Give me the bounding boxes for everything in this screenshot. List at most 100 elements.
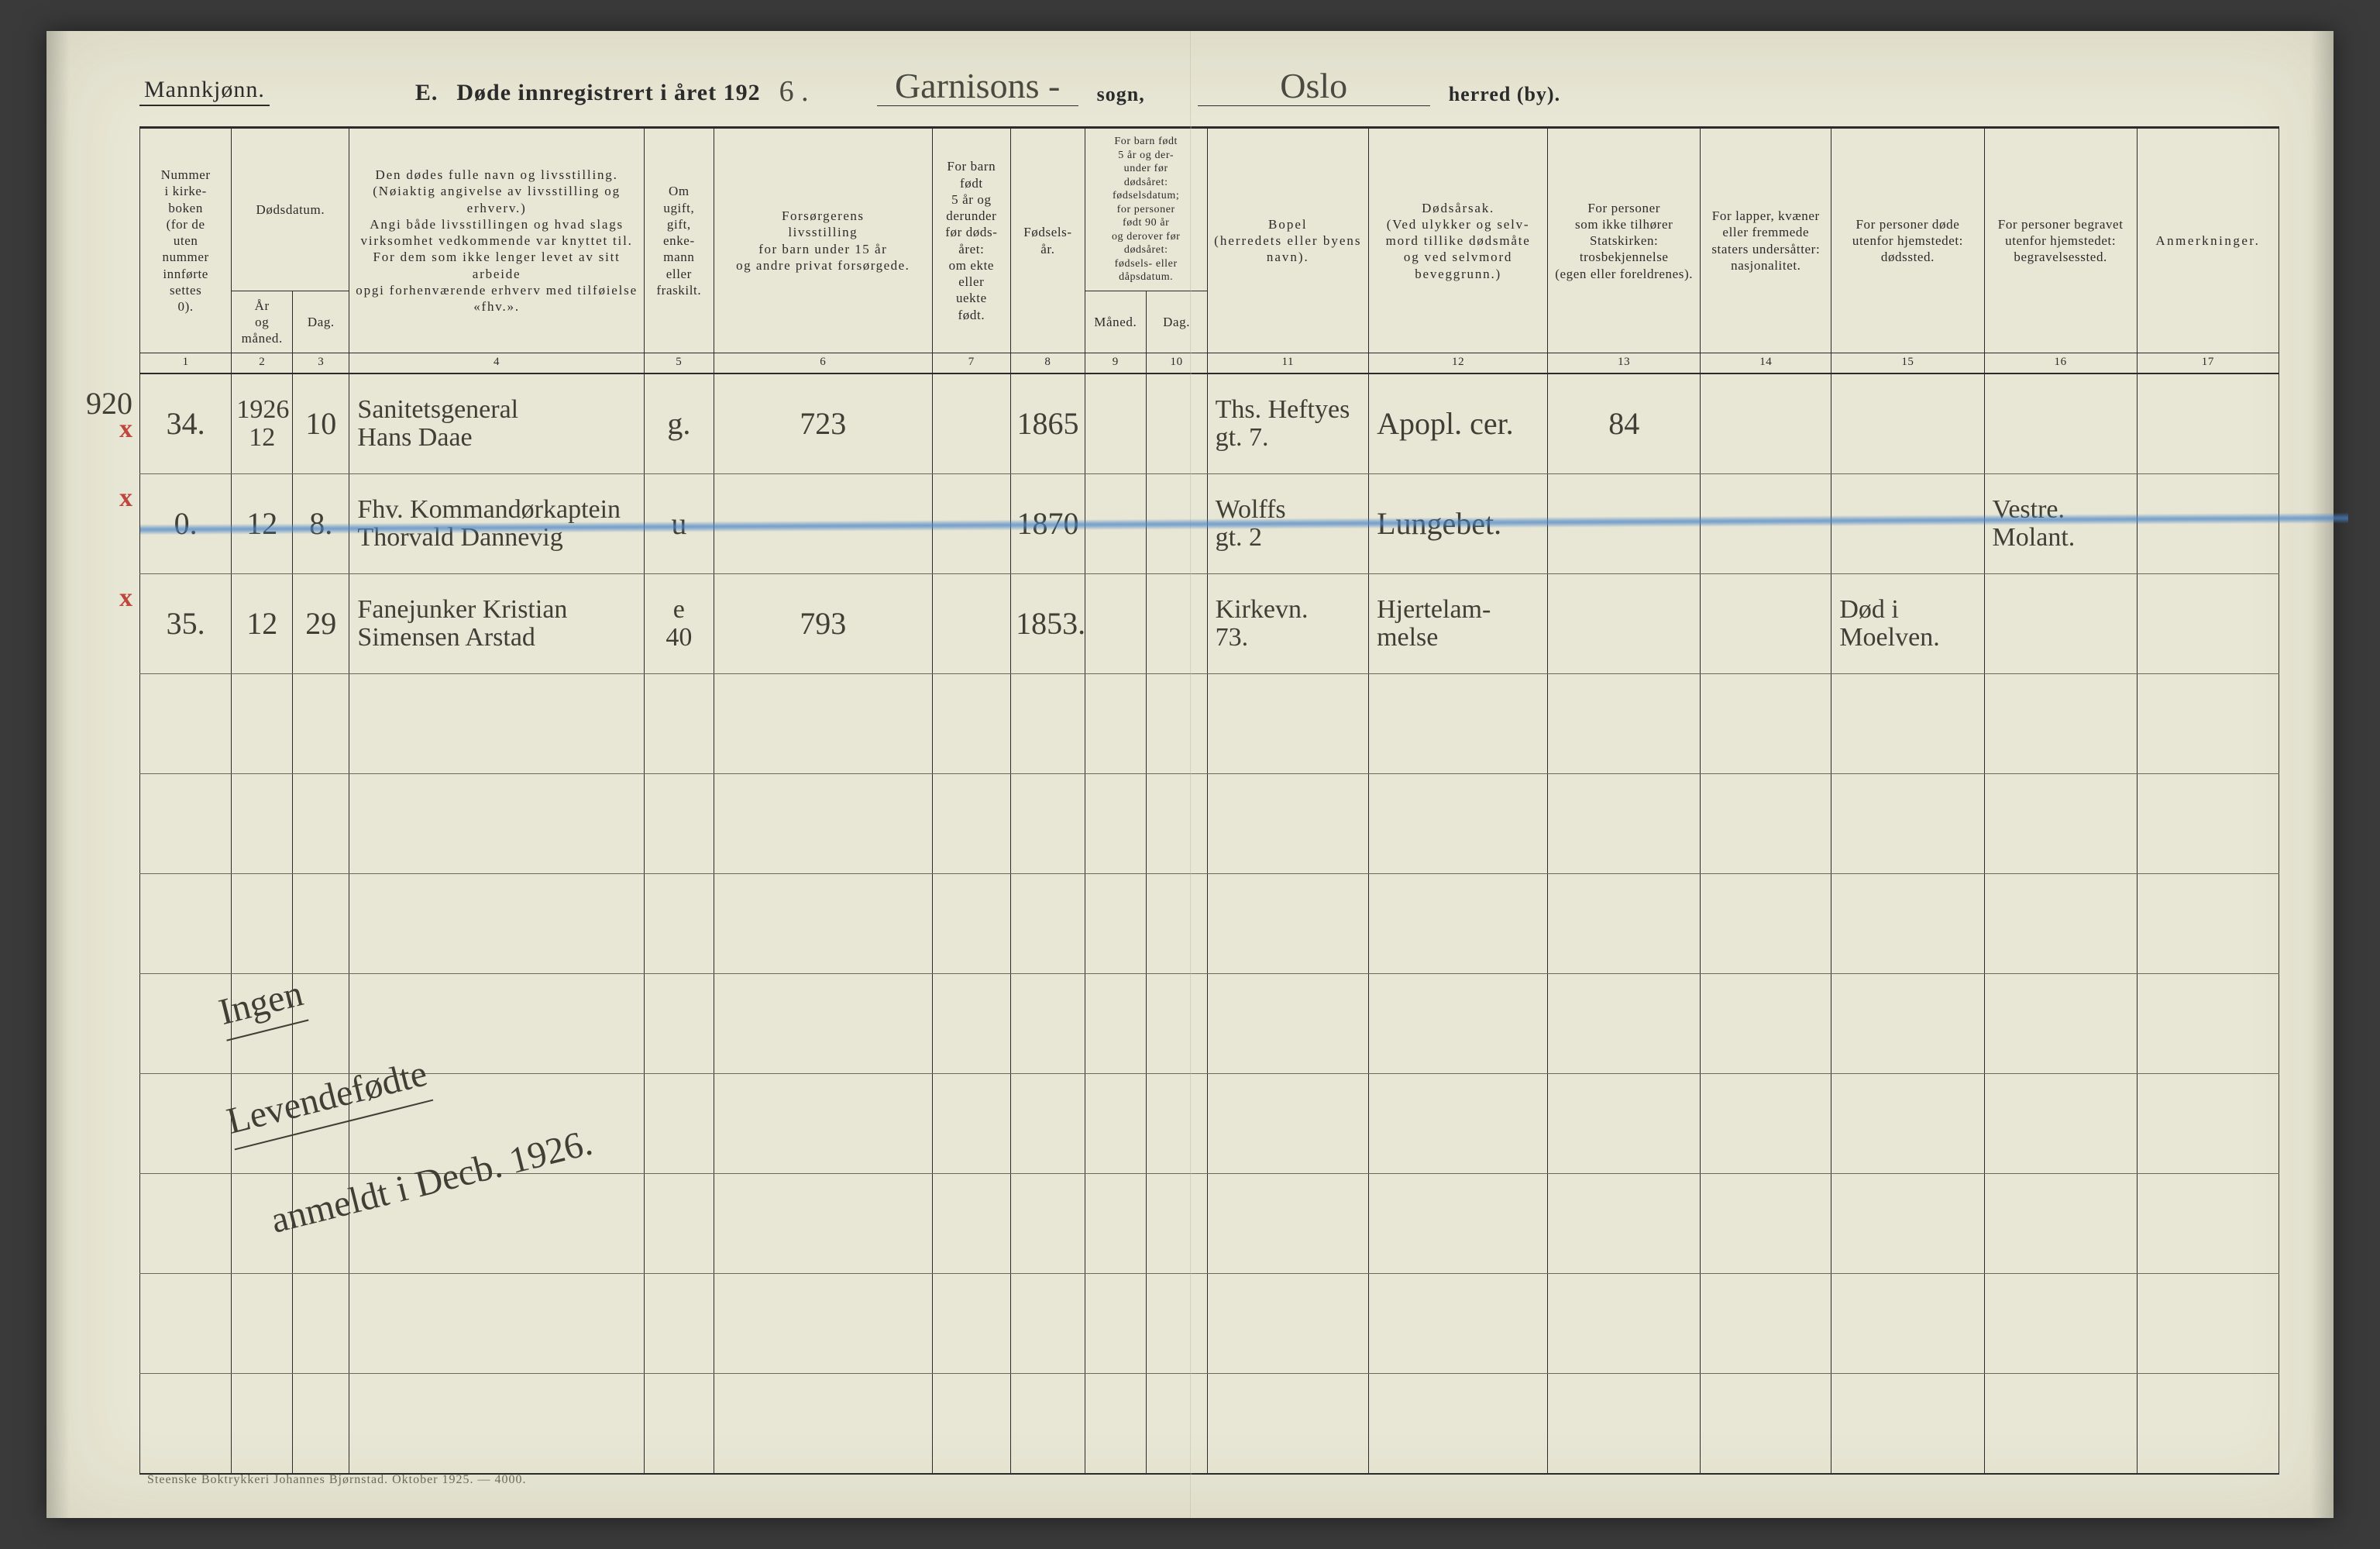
table-cell: Kirkevn. 73. xyxy=(1207,574,1368,674)
table-cell: 34.920x xyxy=(140,373,232,474)
col-num: 1 xyxy=(140,353,232,373)
table-cell xyxy=(2137,1074,2279,1174)
col-header: Dødsårsak. (Ved ulykker og selv- mord ti… xyxy=(1369,128,1548,353)
table-cell xyxy=(2137,1374,2279,1475)
table-cell xyxy=(1207,674,1368,774)
table-cell: g. xyxy=(644,373,714,474)
table-row xyxy=(140,674,2279,774)
table-cell xyxy=(1146,373,1207,474)
col-header: Dødsdatum. xyxy=(232,128,349,291)
herred-label: herred (by). xyxy=(1449,83,1560,106)
table-cell: u xyxy=(644,474,714,574)
table-cell xyxy=(2137,774,2279,874)
table-cell xyxy=(1011,974,1085,1074)
table-cell xyxy=(1146,1274,1207,1374)
table-cell xyxy=(714,1174,932,1274)
table-cell xyxy=(1831,974,1984,1074)
col-num: 8 xyxy=(1011,353,1085,373)
margin-mark: x xyxy=(86,588,132,611)
table-cell xyxy=(349,1374,644,1475)
table-cell xyxy=(1831,874,1984,974)
table-cell xyxy=(1207,1174,1368,1274)
parish-hand: Garnisons - xyxy=(895,68,1060,104)
table-cell xyxy=(1548,774,1701,874)
col-header: Fødsels- år. xyxy=(1011,128,1085,353)
table-cell xyxy=(1369,1274,1548,1374)
table-cell xyxy=(644,974,714,1074)
table-cell xyxy=(1548,574,1701,674)
table-cell xyxy=(1984,574,2137,674)
table-cell xyxy=(1548,974,1701,1074)
col-num: 7 xyxy=(932,353,1010,373)
table-cell xyxy=(932,574,1010,674)
col-header: For personer som ikke tilhører Statskirk… xyxy=(1548,128,1701,353)
diag-line-1: Ingen xyxy=(214,968,309,1042)
table-cell xyxy=(2137,674,2279,774)
table-cell xyxy=(1011,674,1085,774)
table-cell xyxy=(293,774,349,874)
table-cell xyxy=(2137,474,2279,574)
col-num: 13 xyxy=(1548,353,1701,373)
table-cell xyxy=(1207,874,1368,974)
col-num: 17 xyxy=(2137,353,2279,373)
table-cell xyxy=(1369,1174,1548,1274)
table-cell xyxy=(1207,774,1368,874)
register-table: Nummer i kirke- boken (for de uten numme… xyxy=(139,126,2279,1475)
table-cell xyxy=(714,774,932,874)
table-cell xyxy=(932,674,1010,774)
table-cell xyxy=(932,373,1010,474)
table-cell xyxy=(1701,874,1831,974)
table-cell xyxy=(1701,373,1831,474)
table-cell xyxy=(1548,1374,1701,1475)
table-cell xyxy=(1207,974,1368,1074)
table-cell xyxy=(932,1174,1010,1274)
table-cell xyxy=(1984,774,2137,874)
table-cell xyxy=(1085,774,1146,874)
table-cell xyxy=(1369,974,1548,1074)
table-cell: 793 xyxy=(714,574,932,674)
col-header: For barn født 5 år og derunder før døds-… xyxy=(932,128,1010,353)
table-row xyxy=(140,1274,2279,1374)
table-cell xyxy=(1548,474,1701,574)
table-cell xyxy=(2137,574,2279,674)
table-cell xyxy=(1207,1374,1368,1475)
table-cell xyxy=(714,1074,932,1174)
table-cell xyxy=(1831,674,1984,774)
table-cell: 8. xyxy=(293,474,349,574)
table-cell xyxy=(1701,474,1831,574)
col-num: 5 xyxy=(644,353,714,373)
col-header: For lapper, kvæner eller fremmede stater… xyxy=(1701,128,1831,353)
table-cell xyxy=(1984,1174,2137,1274)
table-cell: e 40 xyxy=(644,574,714,674)
table-cell xyxy=(2137,373,2279,474)
table-cell xyxy=(1146,1174,1207,1274)
table-cell xyxy=(1701,974,1831,1074)
table-cell xyxy=(1085,1374,1146,1475)
table-cell: 1853. xyxy=(1011,574,1085,674)
table-cell xyxy=(644,674,714,774)
col-header: Anmerkninger. xyxy=(2137,128,2279,353)
table-cell xyxy=(1011,1274,1085,1374)
table-cell xyxy=(1011,1074,1085,1174)
table-cell: Hjertelam- melse xyxy=(1369,574,1548,674)
col-num: 9 xyxy=(1085,353,1146,373)
table-cell xyxy=(714,874,932,974)
col-num: 3 xyxy=(293,353,349,373)
table-cell xyxy=(2137,1174,2279,1274)
diag-line-3: anmeldt i Decb. 1926. xyxy=(267,1121,596,1241)
table-cell xyxy=(1984,974,2137,1074)
table-cell xyxy=(1085,373,1146,474)
form-header: Mannkjønn. E. Døde innregistrert i året … xyxy=(139,70,2279,106)
table-cell: Sanitetsgeneral Hans Daae xyxy=(349,373,644,474)
table-cell xyxy=(1011,874,1085,974)
table-cell xyxy=(293,1374,349,1475)
margin-mark: 920x xyxy=(86,388,132,442)
col-header: Den dødes fulle navn og livsstilling. (N… xyxy=(349,128,644,353)
col-num: 11 xyxy=(1207,353,1368,373)
table-cell xyxy=(1369,874,1548,974)
title-prefix: Døde innregistrert i året 192 xyxy=(456,80,760,106)
table-cell: Apopl. cer. xyxy=(1369,373,1548,474)
sogn-label: sogn, xyxy=(1097,83,1145,106)
table-cell xyxy=(1369,1374,1548,1475)
diag-line-2: Levendefødte xyxy=(222,1047,433,1150)
